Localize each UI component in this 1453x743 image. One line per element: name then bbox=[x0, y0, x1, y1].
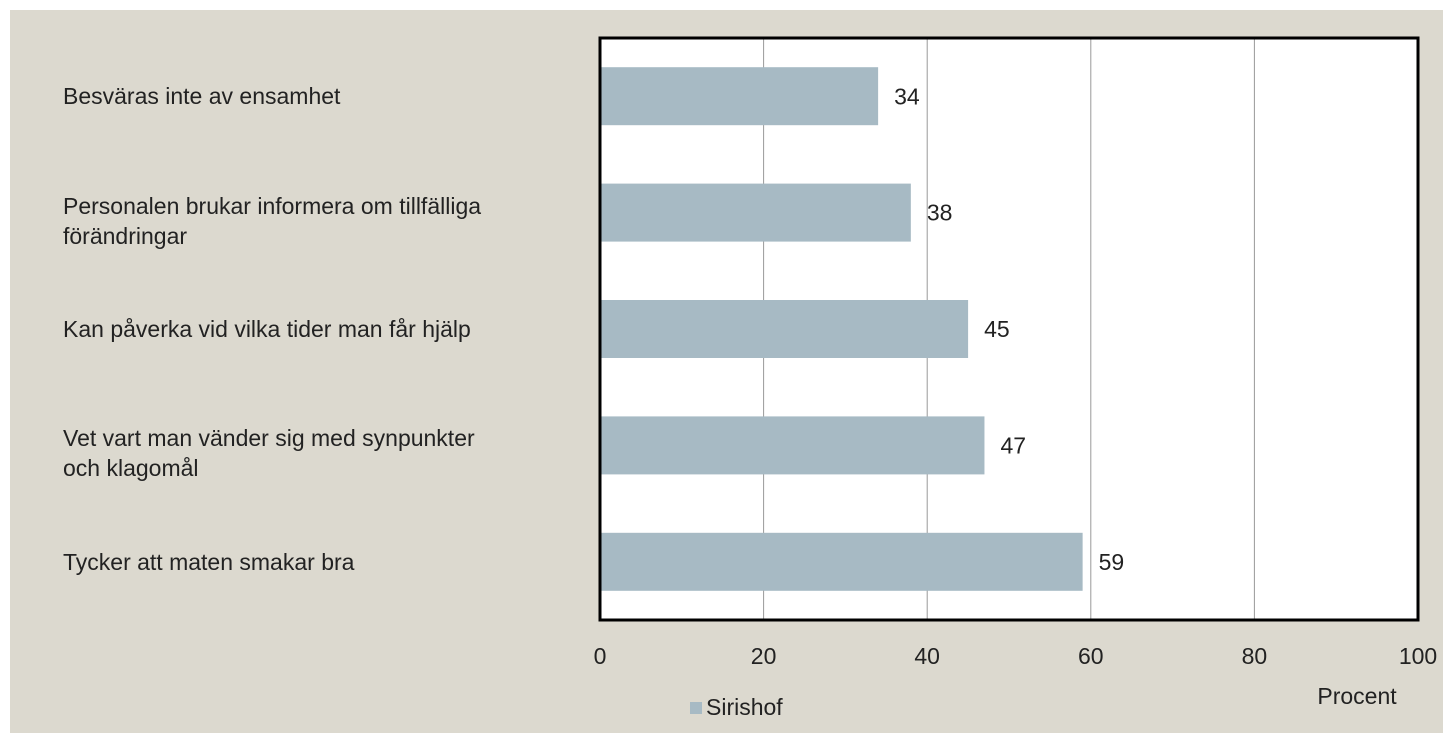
bar bbox=[600, 67, 879, 126]
legend-swatch bbox=[690, 702, 702, 714]
x-axis-title: Procent bbox=[1317, 683, 1397, 709]
plot-frame bbox=[598, 36, 1420, 622]
y-tick-label: Vet vart man vänder sig med synpunkter o… bbox=[63, 425, 475, 482]
x-tick-label: 40 bbox=[914, 643, 940, 669]
x-tick-label: 60 bbox=[1078, 643, 1104, 669]
data-label: 34 bbox=[894, 83, 920, 109]
x-tick-label: 20 bbox=[751, 643, 777, 669]
data-label: 45 bbox=[984, 316, 1010, 342]
bar bbox=[600, 532, 1083, 591]
legend-label: Sirishof bbox=[706, 694, 783, 720]
y-tick-label: Tycker att maten smakar bra bbox=[63, 548, 355, 575]
data-label: 59 bbox=[1099, 549, 1125, 575]
bar bbox=[600, 416, 985, 475]
x-tick-label: 100 bbox=[1399, 643, 1437, 669]
bar bbox=[600, 183, 911, 242]
bar bbox=[600, 300, 969, 358]
x-tick-label: 80 bbox=[1242, 643, 1268, 669]
y-tick-label: Kan påverka vid vilka tider man får hjäl… bbox=[63, 316, 471, 342]
y-tick-label: Besväras inte av ensamhet bbox=[63, 83, 341, 110]
y-tick-label: Personalen brukar informera om tillfälli… bbox=[63, 192, 482, 249]
x-tick-label: 0 bbox=[594, 643, 607, 669]
data-label: 38 bbox=[927, 200, 953, 226]
data-label: 47 bbox=[1000, 432, 1026, 458]
